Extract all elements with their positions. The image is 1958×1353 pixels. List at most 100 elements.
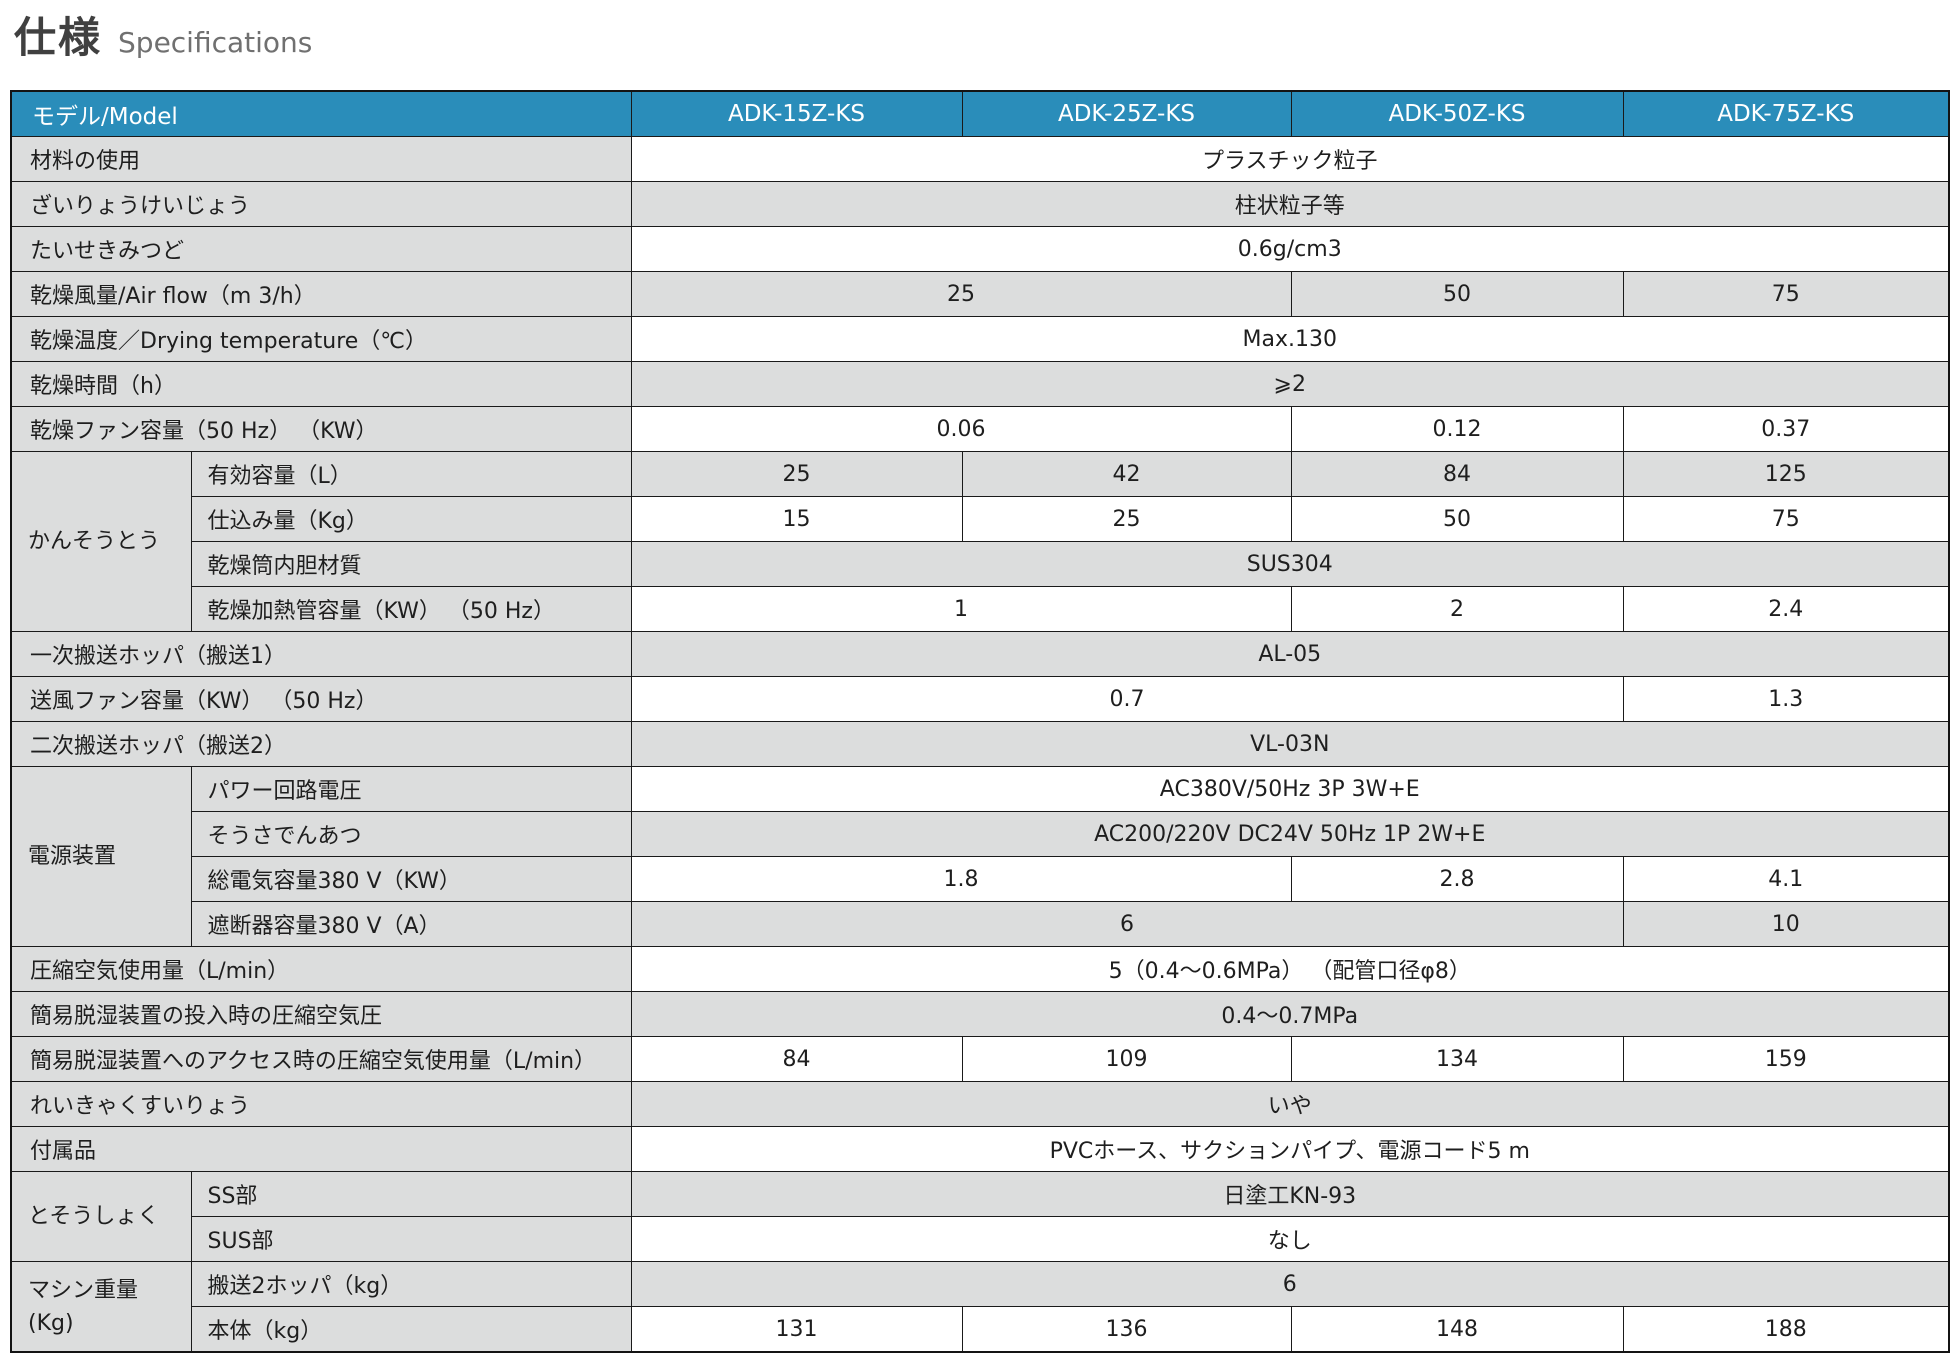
row-cooling-water-amount: れいきゃくすいりょう いや (10, 1081, 1950, 1127)
group-label-drying-drum: かんそうとう (10, 451, 192, 632)
cell-value: 0.06 (630, 406, 1292, 452)
cell-value: 0.4～0.7MPa (630, 991, 1950, 1037)
group-label-machine-weight: マシン重量 (Kg) (10, 1261, 192, 1353)
row-accessories: 付属品 PVCホース、サクションパイプ、電源コード5 m (10, 1126, 1950, 1172)
cell-value: 134 (1290, 1036, 1624, 1082)
row-label: 乾燥温度／Drying temperature（℃） (10, 316, 632, 362)
cell-value: 84 (1290, 451, 1624, 497)
header-model-2: ADK-50Z-KS (1290, 90, 1624, 137)
cell-value: 25 (630, 451, 963, 497)
row-primary-hopper: 一次搬送ホッパ（搬送1） AL-05 (10, 631, 1950, 677)
cell-value: 2.8 (1290, 856, 1624, 902)
row-blower-fan-capacity: 送風ファン容量（KW） （50 Hz） 0.7 1.3 (10, 676, 1950, 722)
cell-value: 136 (961, 1306, 1292, 1353)
cell-value: いや (630, 1081, 1950, 1127)
cell-value: AL-05 (630, 631, 1950, 677)
cell-value: 0.7 (630, 676, 1624, 722)
row-label: 簡易脱湿装置の投入時の圧縮空気圧 (10, 991, 632, 1037)
cell-value: 50 (1290, 271, 1624, 317)
row-label: SUS部 (190, 1216, 632, 1262)
cell-value: Max.130 (630, 316, 1950, 362)
cell-value: AC200/220V DC24V 50Hz 1P 2W+E (630, 811, 1950, 857)
row-body-weight: 本体（kg） 131 136 148 188 (11, 1306, 1950, 1353)
cell-value: 50 (1290, 496, 1624, 542)
row-label: 乾燥筒内胆材質 (190, 541, 632, 587)
cell-value: 6 (630, 901, 1624, 947)
row-drying-time: 乾燥時間（h） ⩾2 (10, 361, 1950, 407)
row-dehumidifier-air-usage: 簡易脱湿装置へのアクセス時の圧縮空気使用量（L/min） 84 109 134 … (10, 1036, 1950, 1082)
row-label: 二次搬送ホッパ（搬送2） (10, 721, 632, 767)
cell-value: 188 (1622, 1306, 1950, 1353)
page-title-en: Specifications (118, 26, 313, 59)
row-label: 簡易脱湿装置へのアクセス時の圧縮空気使用量（L/min） (10, 1036, 632, 1082)
row-label: 有効容量（L） (190, 451, 632, 497)
cell-value: プラスチック粒子 (630, 136, 1950, 182)
row-label: 送風ファン容量（KW） （50 Hz） (10, 676, 632, 722)
row-drying-fan-capacity: 乾燥ファン容量（50 Hz） （KW） 0.06 0.12 0.37 (10, 406, 1950, 452)
row-label: 搬送2ホッパ（kg） (190, 1261, 632, 1307)
cell-value: 159 (1622, 1036, 1950, 1082)
row-label: 遮断器容量380 V（A） (190, 901, 632, 947)
cell-value: AC380V/50Hz 3P 3W+E (630, 766, 1950, 812)
row-paint-sus: SUS部 なし (11, 1216, 1950, 1262)
cell-value: 10 (1622, 901, 1950, 947)
header-row: モデル/Model ADK-15Z-KS ADK-25Z-KS ADK-50Z-… (10, 90, 1950, 137)
row-power-circuit-voltage: 電源装置 パワー回路電圧 AC380V/50Hz 3P 3W+E (10, 766, 1950, 947)
row-bulk-density: たいせきみつど 0.6g/cm3 (10, 226, 1950, 272)
row-breaker-capacity: 遮断器容量380 V（A） 6 10 (11, 901, 1950, 947)
header-model-0: ADK-15Z-KS (630, 90, 963, 137)
cell-value: 1.8 (630, 856, 1292, 902)
cell-value: 0.37 (1622, 406, 1950, 452)
row-label: 仕込み量（Kg） (190, 496, 632, 542)
cell-value: 5（0.4～0.6MPa） （配管口径φ8） (630, 946, 1950, 992)
cell-value: 2 (1290, 586, 1624, 632)
cell-value: 日塗工KN-93 (630, 1171, 1950, 1217)
row-paint-ss: とそうしょく SS部 日塗工KN-93 (10, 1171, 1950, 1262)
row-label: 材料の使用 (10, 136, 632, 182)
cell-value: 131 (630, 1306, 963, 1353)
cell-value: 25 (630, 271, 1292, 317)
cell-value: ⩾2 (630, 361, 1950, 407)
cell-value: 109 (961, 1036, 1292, 1082)
row-dehumidifier-air-pressure: 簡易脱湿装置の投入時の圧縮空気圧 0.4～0.7MPa (10, 991, 1950, 1037)
cell-value: なし (630, 1216, 1950, 1262)
page-title-jp: 仕様 (14, 13, 103, 62)
cell-value: 柱状粒子等 (630, 181, 1950, 227)
cell-value: 1.3 (1622, 676, 1950, 722)
row-label: ざいりょうけいじょう (10, 181, 632, 227)
cell-value: VL-03N (630, 721, 1950, 767)
cell-value: PVCホース、サクションパイプ、電源コード5 m (630, 1126, 1950, 1172)
cell-value: 75 (1622, 271, 1950, 317)
row-label: そうさでんあつ (190, 811, 632, 857)
header-model-1: ADK-25Z-KS (961, 90, 1292, 137)
row-label: 乾燥時間（h） (10, 361, 632, 407)
cell-value: 0.12 (1290, 406, 1624, 452)
row-effective-capacity: かんそうとう 有効容量（L） 25 42 84 125 (10, 451, 1950, 632)
cell-value: 15 (630, 496, 963, 542)
row-label: れいきゃくすいりょう (10, 1081, 632, 1127)
row-label: 付属品 (10, 1126, 632, 1172)
row-label: 一次搬送ホッパ（搬送1） (10, 631, 632, 677)
row-compressed-air-usage: 圧縮空気使用量（L/min） 5（0.4～0.6MPa） （配管口径φ8） (10, 946, 1950, 992)
header-model-3: ADK-75Z-KS (1622, 90, 1950, 137)
row-charge-amount: 仕込み量（Kg） 15 25 50 75 (11, 496, 1950, 542)
row-heating-pipe-capacity: 乾燥加熱管容量（KW） （50 Hz） 1 2 2.4 (11, 586, 1950, 632)
cell-value: 42 (961, 451, 1292, 497)
group-label-power-supply: 電源装置 (10, 766, 192, 947)
row-label: 総電気容量380 V（KW） (190, 856, 632, 902)
cell-value: 148 (1290, 1306, 1624, 1353)
row-drying-temperature: 乾燥温度／Drying temperature（℃） Max.130 (10, 316, 1950, 362)
cell-value: 1 (630, 586, 1292, 632)
header-model-label: モデル/Model (10, 90, 632, 137)
row-label: 本体（kg） (190, 1306, 632, 1353)
cell-value: 6 (630, 1261, 1950, 1307)
row-secondary-hopper: 二次搬送ホッパ（搬送2） VL-03N (10, 721, 1950, 767)
page-title: 仕様 Specifications (14, 4, 312, 65)
row-drum-liner-material: 乾燥筒内胆材質 SUS304 (11, 541, 1950, 587)
row-total-electric-capacity: 総電気容量380 V（KW） 1.8 2.8 4.1 (11, 856, 1950, 902)
row-label: SS部 (190, 1171, 632, 1217)
specs-table: モデル/Model ADK-15Z-KS ADK-25Z-KS ADK-50Z-… (10, 90, 1950, 1353)
cell-value: SUS304 (630, 541, 1950, 587)
cell-value: 84 (630, 1036, 963, 1082)
row-hopper-weight: マシン重量 (Kg) 搬送2ホッパ（kg） 6 (10, 1261, 1950, 1353)
